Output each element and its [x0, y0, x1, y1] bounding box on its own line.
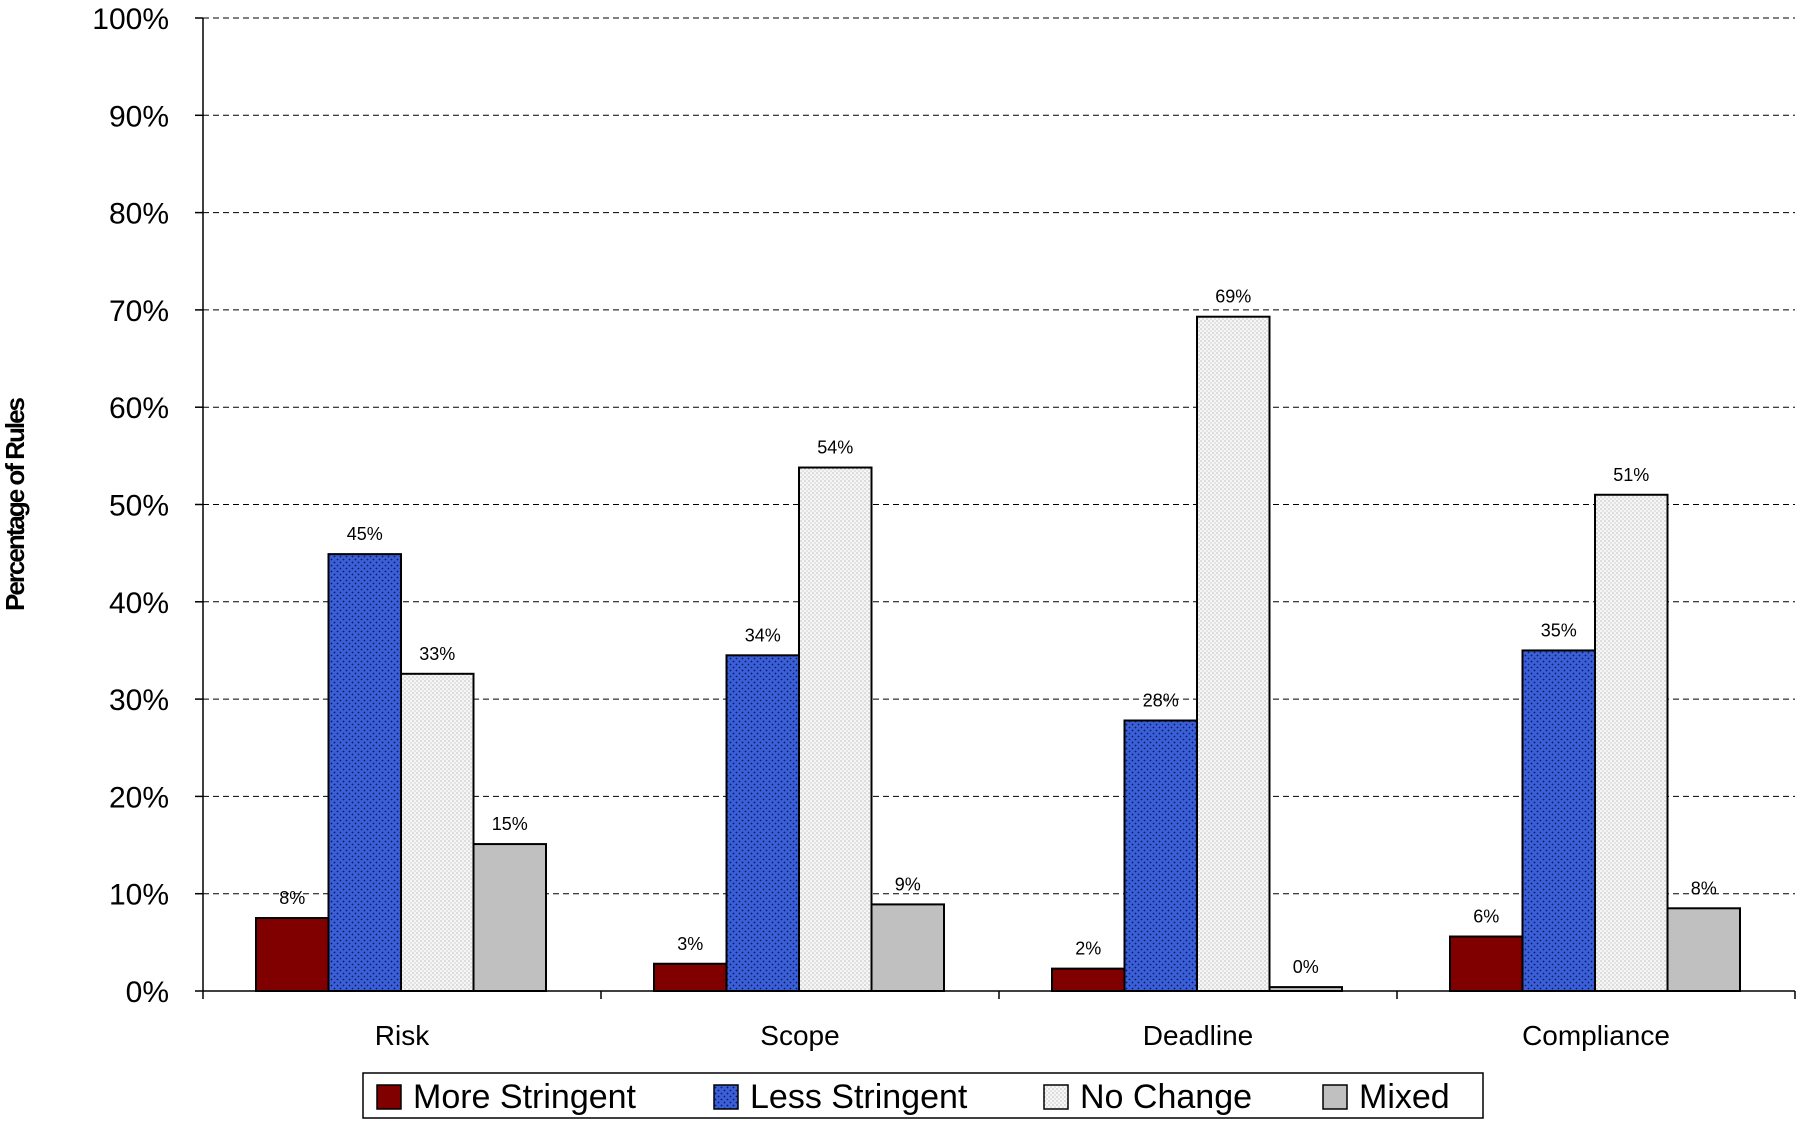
- x-tick-label: Deadline: [1143, 1020, 1254, 1051]
- y-tick-label: 40%: [109, 587, 169, 620]
- data-label: 8%: [279, 888, 305, 908]
- bar-no-change: [400, 672, 475, 992]
- bar-more-stringent: [1051, 967, 1126, 992]
- legend-label: More Stringent: [413, 1078, 637, 1116]
- legend-label: Less Stringent: [750, 1078, 968, 1116]
- legend-swatch: [1043, 1084, 1069, 1110]
- data-label: 8%: [1691, 878, 1717, 898]
- bar-more-stringent: [653, 962, 728, 992]
- data-label: 33%: [419, 644, 455, 664]
- data-label: 3%: [677, 934, 703, 954]
- y-tick-label: 0%: [126, 976, 169, 1009]
- legend-swatch: [376, 1084, 402, 1110]
- legend: More Stringent Less Stringent No Change Mix…: [362, 1072, 1484, 1119]
- data-label: 6%: [1473, 907, 1499, 927]
- y-tick-label: 100%: [92, 3, 169, 36]
- data-label: 34%: [745, 625, 781, 645]
- y-tick-label: 80%: [109, 198, 169, 231]
- data-labels: 8% 45% 33% 15% 3% 34% 54% 9% 2% 28% 69% 0% 6% 35% 51% 8…: [279, 287, 1717, 977]
- legend-frame: [362, 1072, 1484, 1119]
- y-tick-label: 50%: [109, 490, 169, 523]
- x-tick-label: Compliance: [1522, 1020, 1670, 1051]
- y-tick-label: 10%: [109, 879, 169, 912]
- data-label: 45%: [347, 524, 383, 544]
- y-tick-label: 60%: [109, 392, 169, 425]
- bar-less-stringent: [327, 553, 402, 992]
- x-tick-label: Risk: [375, 1020, 430, 1051]
- bar-more-stringent: [1449, 935, 1524, 993]
- y-axis-ticks: 0% 10% 20% 30% 40% 50% 60% 70% 80% 90% 100%: [92, 3, 203, 1009]
- bar-no-change: [1196, 315, 1271, 992]
- y-tick-label: 20%: [109, 781, 169, 814]
- bar-less-stringent: [725, 654, 800, 992]
- data-label: 15%: [492, 814, 528, 834]
- bar-mixed: [472, 843, 547, 993]
- y-tick-label: 30%: [109, 684, 169, 717]
- data-label: 54%: [817, 438, 853, 458]
- data-label: 0%: [1293, 957, 1319, 977]
- data-label: 9%: [895, 874, 921, 894]
- y-axis-title: Percentage of Rules: [0, 397, 30, 611]
- bar-more-stringent: [255, 917, 330, 993]
- axes: [202, 18, 1796, 999]
- data-label: 28%: [1143, 691, 1179, 711]
- bar-less-stringent: [1123, 719, 1198, 992]
- data-label: 2%: [1075, 939, 1101, 959]
- data-label: 51%: [1613, 465, 1649, 485]
- bar-mixed: [870, 903, 945, 993]
- legend-swatch: [1322, 1084, 1348, 1110]
- x-axis-categories: Risk Scope Deadline Compliance: [375, 1020, 1670, 1051]
- bars: [255, 315, 1741, 993]
- legend-label: No Change: [1080, 1078, 1252, 1116]
- y-tick-label: 90%: [109, 100, 169, 133]
- data-label: 69%: [1215, 287, 1251, 307]
- y-tick-label: 70%: [109, 295, 169, 328]
- bar-no-change: [798, 466, 873, 992]
- gridlines: [203, 17, 1795, 895]
- data-label: 35%: [1541, 620, 1577, 640]
- bar-mixed: [1666, 907, 1741, 992]
- x-tick-label: Scope: [760, 1020, 839, 1051]
- bar-less-stringent: [1521, 649, 1596, 992]
- bar-no-change: [1594, 493, 1669, 992]
- legend-label: Mixed: [1359, 1078, 1450, 1116]
- legend-swatch: [713, 1084, 739, 1110]
